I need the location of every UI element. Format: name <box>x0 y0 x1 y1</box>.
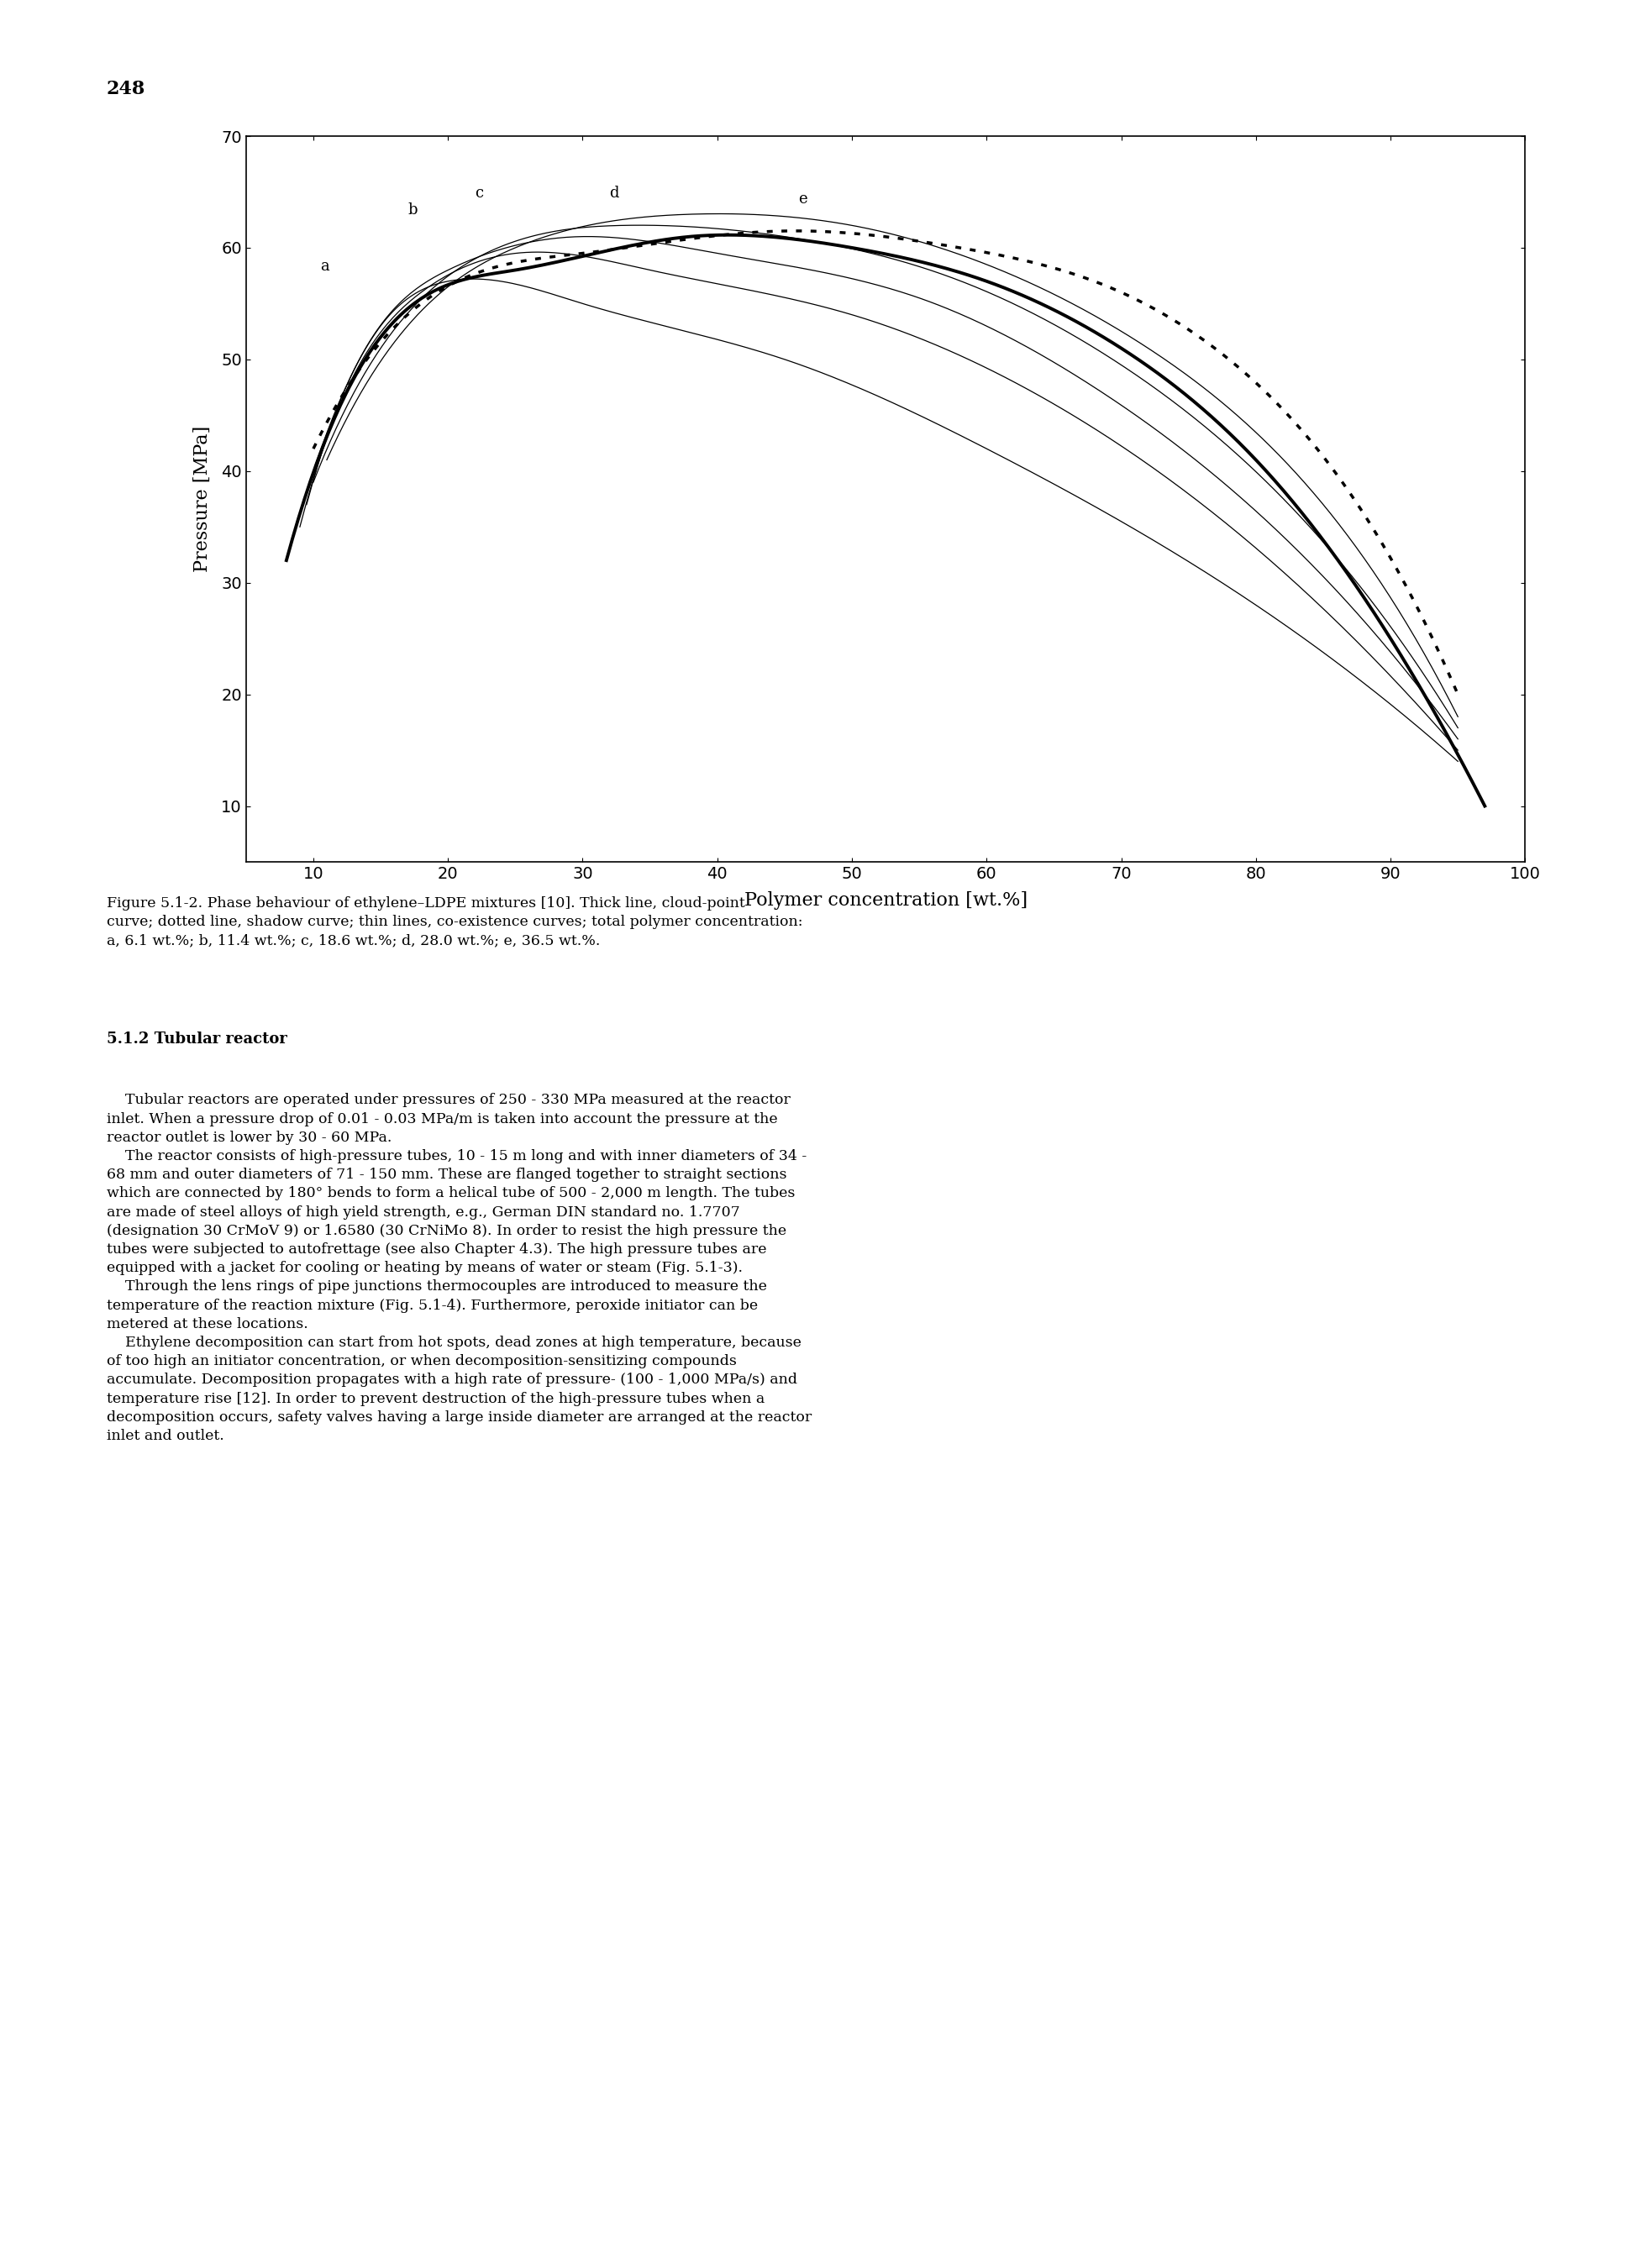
Text: Tubular reactors are operated under pressures of 250 - 330 MPa measured at the r: Tubular reactors are operated under pres… <box>107 1093 812 1442</box>
Text: 248: 248 <box>107 79 146 98</box>
X-axis label: Polymer concentration [wt.%]: Polymer concentration [wt.%] <box>745 891 1027 909</box>
Text: Figure 5.1-2. Phase behaviour of ethylene–LDPE mixtures [10]. Thick line, cloud-: Figure 5.1-2. Phase behaviour of ethylen… <box>107 896 802 948</box>
Text: 5.1.2 Tubular reactor: 5.1.2 Tubular reactor <box>107 1032 287 1048</box>
Text: e: e <box>799 191 807 206</box>
Text: a: a <box>320 259 330 274</box>
Text: b: b <box>408 202 417 218</box>
Text: c: c <box>476 186 484 202</box>
Y-axis label: Pressure [MPa]: Pressure [MPa] <box>194 426 212 572</box>
Text: d: d <box>610 186 620 202</box>
